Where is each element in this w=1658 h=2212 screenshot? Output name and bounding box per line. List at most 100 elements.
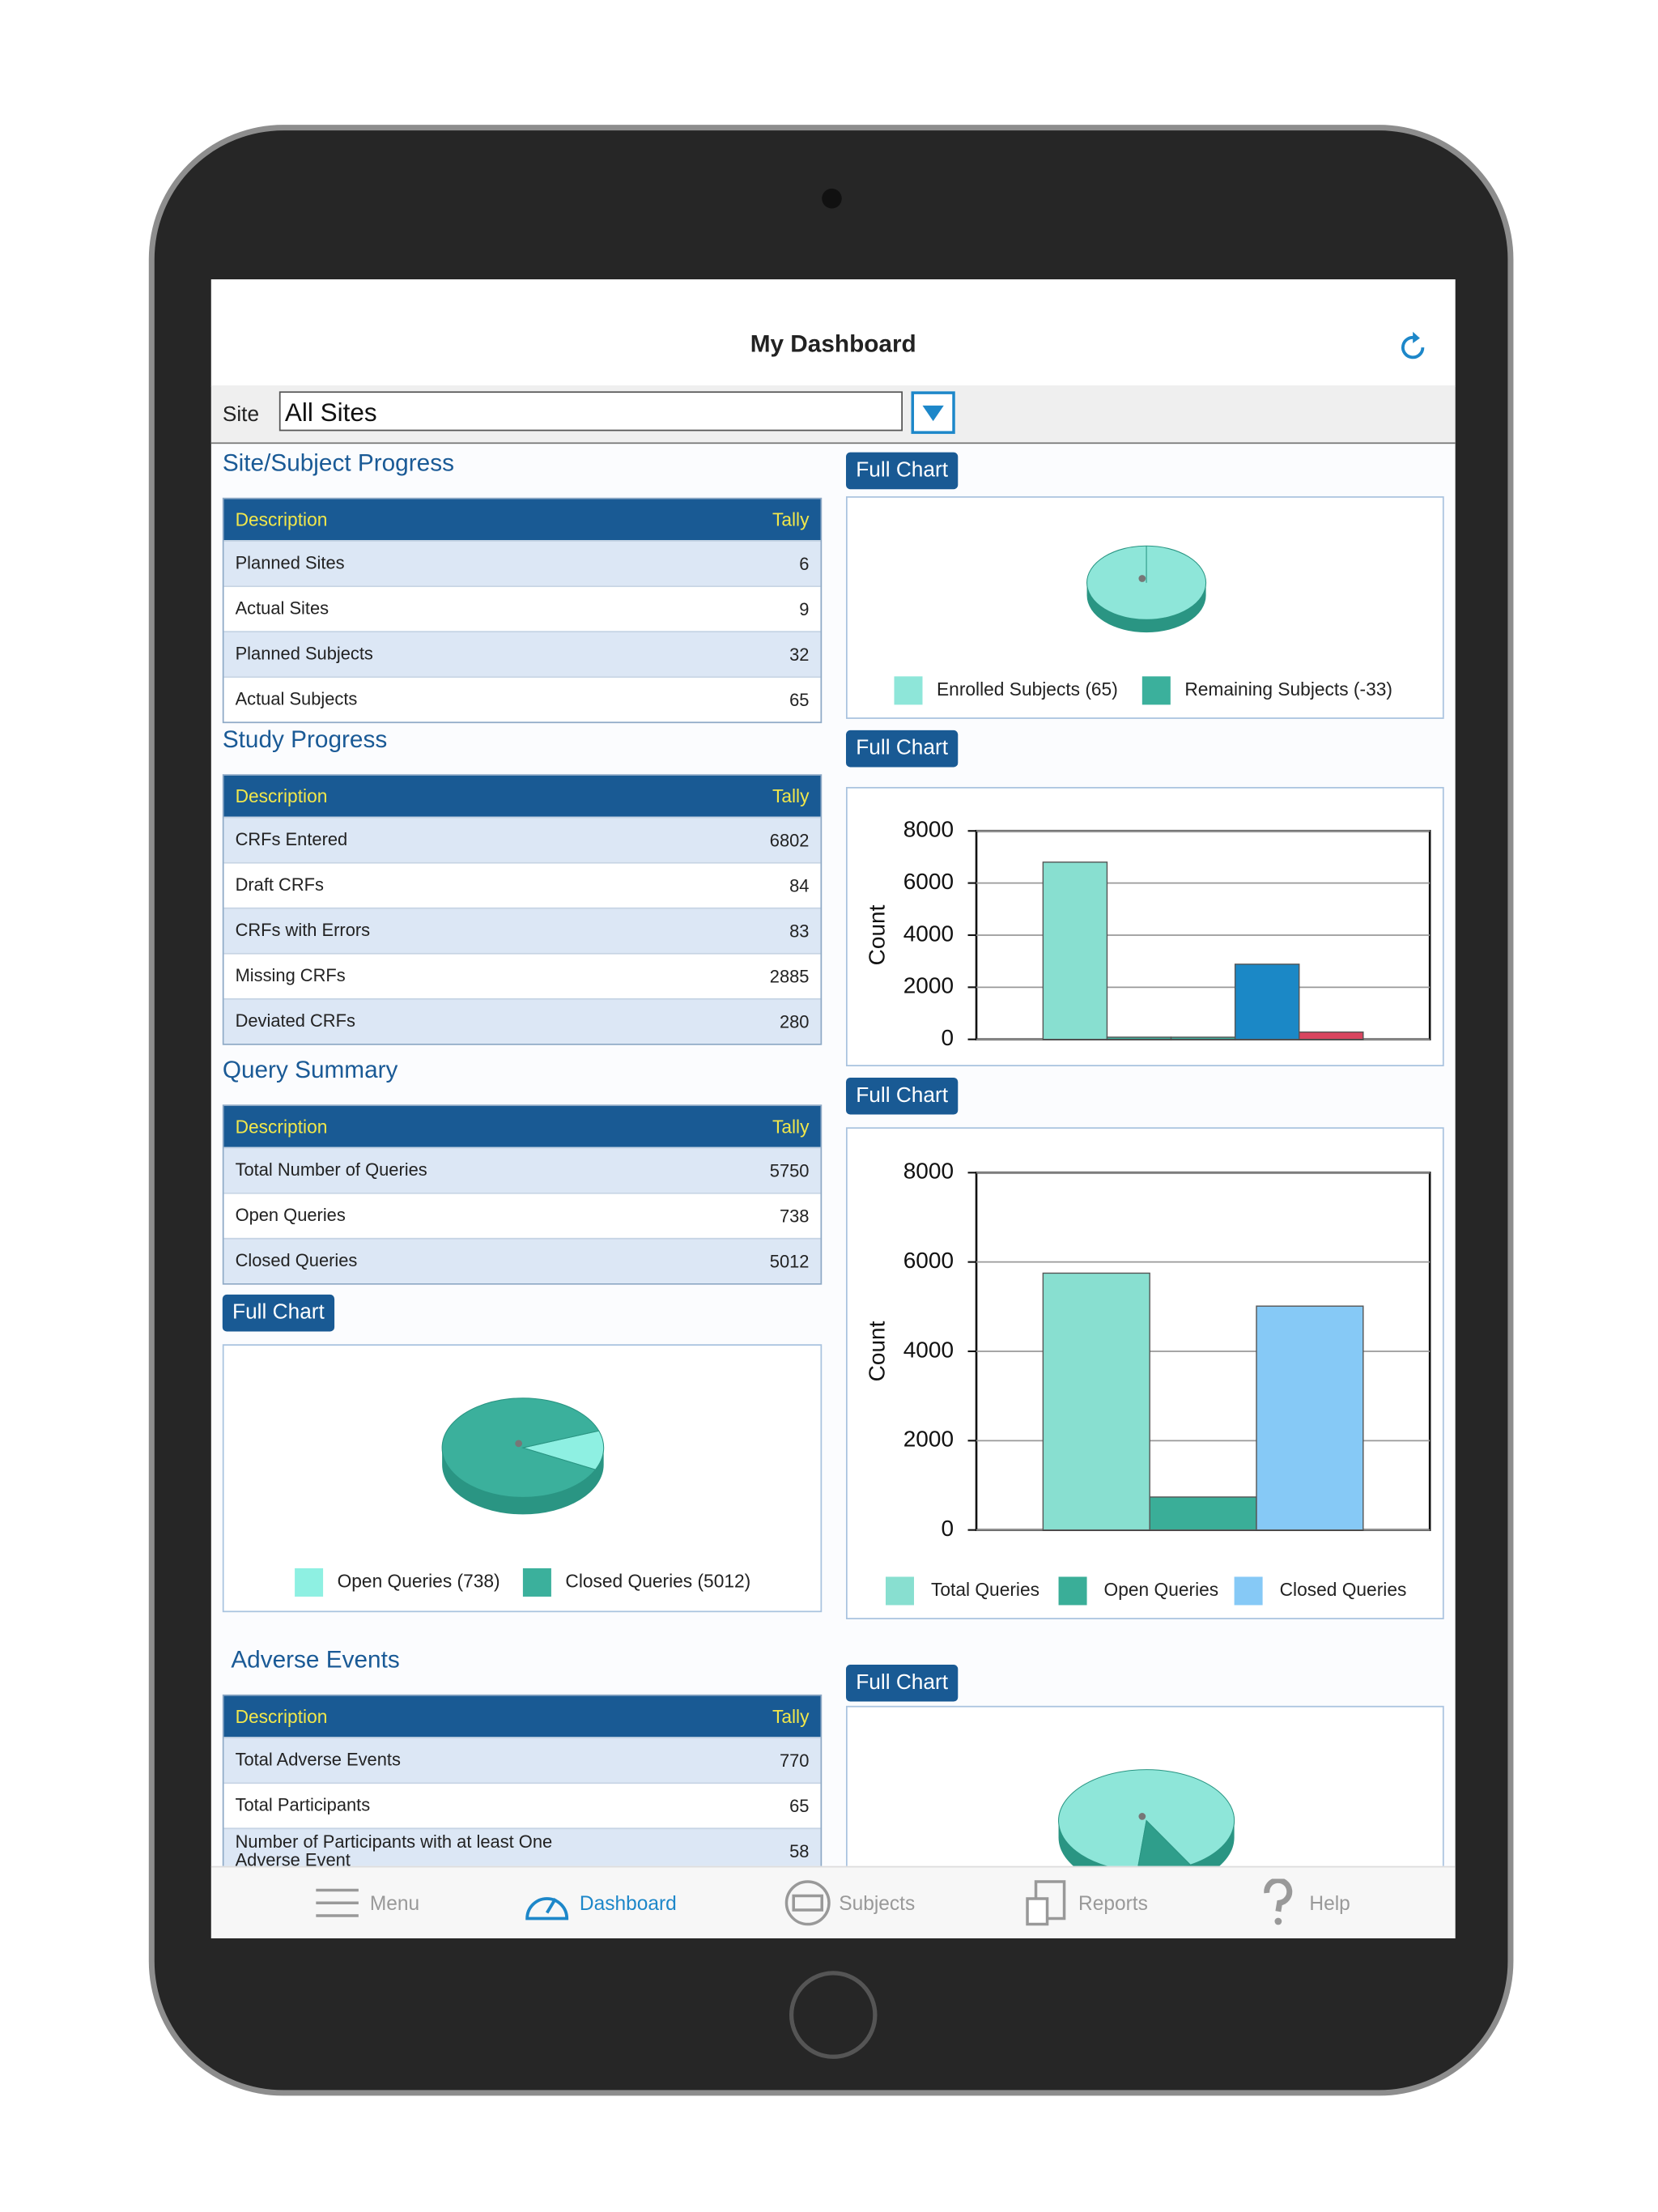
table-row: Draft CRFs 84 (223, 861, 821, 908)
bar (1256, 1305, 1364, 1531)
tab-label[interactable]: Menu (369, 1891, 420, 1915)
section-title: Study Progress (222, 725, 388, 753)
bar (1106, 1036, 1172, 1040)
dashboard-icon (525, 1897, 569, 1921)
legend-swatch (1058, 1576, 1087, 1606)
row-value: 770 (779, 1750, 810, 1771)
table-row: CRFs with Errors 83 (223, 907, 821, 953)
pie-center (1138, 575, 1146, 582)
row-label: Number of Participants with at least One… (235, 1831, 553, 1870)
legend-label: Remaining Subjects (-33) (1184, 678, 1392, 700)
legend-swatch (295, 1568, 324, 1597)
column-header: Description (235, 1705, 328, 1728)
row-value: 58 (789, 1841, 810, 1861)
row-value: 84 (789, 875, 810, 895)
column-header: Tally (772, 1705, 810, 1728)
table: Description Tally Total Adverse Events 770 T… (222, 1694, 823, 1875)
column-header: Tally (772, 785, 810, 807)
y-tick-label: 0 (941, 1516, 954, 1541)
chart: Open Queries (738) Closed Queries (5012) (295, 1397, 750, 1597)
y-tick-label: 2000 (903, 1427, 954, 1452)
y-tick-label: 8000 (903, 1159, 954, 1184)
header (210, 279, 1456, 388)
tab-label[interactable]: Dashboard (579, 1891, 677, 1915)
row-label: Deviated CRFs (235, 1010, 355, 1032)
y-tick-label: 6000 (903, 1248, 954, 1273)
column-header: Tally (772, 508, 810, 530)
full-chart-button[interactable]: Full Chart (845, 1077, 959, 1115)
dropdown-arrow (922, 405, 944, 422)
table-row: Total Participants 65 (223, 1782, 821, 1827)
legend-label: Enrolled Subjects (65) (937, 678, 1118, 700)
screen: My Dashboard Site All Sites Menu Dashboar… (210, 279, 1456, 1939)
chart: Enrolled Subjects (65) Remaining Subjects… (894, 545, 1392, 705)
chart-box: Open Queries (738) Closed Queries (5012) (222, 1344, 823, 1613)
table: Description Tally CRFs Entered 6802 Draft CR… (222, 774, 823, 1045)
dropdown-button[interactable] (911, 391, 955, 434)
bar (1149, 1496, 1257, 1531)
row-value: 65 (789, 690, 810, 710)
row-value: 6802 (769, 830, 810, 850)
table-header: Description Tally (223, 1695, 821, 1738)
legend-swatch (886, 1576, 915, 1606)
column-header: Description (235, 785, 328, 807)
legend-label: Open Queries (1104, 1579, 1219, 1600)
row-value: 5012 (769, 1251, 810, 1272)
table-header: Description Tally (223, 499, 821, 541)
chart-box: 0 2000 4000 6000 8000 Count (845, 786, 1444, 1066)
tab-label[interactable]: Help (1309, 1891, 1350, 1915)
bar (1042, 861, 1108, 1040)
legend-swatch (1234, 1576, 1263, 1606)
legend-swatch (522, 1568, 551, 1597)
full-chart-button[interactable]: Full Chart (845, 1665, 959, 1702)
row-value: 65 (789, 1796, 810, 1816)
legend-label: Closed Queries (1280, 1579, 1407, 1600)
row-value: 9 (799, 598, 810, 619)
table: Description Tally Total Number of Queries 5… (222, 1104, 823, 1285)
full-chart-button[interactable]: Full Chart (222, 1294, 335, 1332)
tab-bar: Menu Dashboard Subjects Reports Help (210, 1865, 1456, 1939)
table-row: Missing CRFs 2885 (223, 952, 821, 998)
table-row: Open Queries 738 (223, 1192, 821, 1238)
refresh-button[interactable] (1396, 330, 1430, 364)
reports-icon (1026, 1880, 1066, 1926)
table-row: Deviated CRFs 280 (223, 998, 821, 1044)
y-tick-label: 8000 (903, 817, 954, 842)
row-label: Draft CRFs (235, 874, 324, 895)
legend-swatch (894, 676, 923, 705)
row-value: 83 (789, 921, 810, 941)
table-header: Description Tally (223, 1106, 821, 1147)
section-title: Site/Subject Progress (222, 449, 454, 477)
table-row: Actual Subjects 65 (223, 676, 821, 721)
full-chart-button[interactable]: Full Chart (845, 452, 959, 490)
bar (1042, 1272, 1150, 1531)
row-label: Open Queries (235, 1205, 346, 1226)
full-chart-button[interactable]: Full Chart (845, 730, 959, 768)
y-tick-label: 6000 (903, 869, 954, 894)
home-button[interactable] (789, 1971, 878, 2059)
tab-label[interactable]: Subjects (839, 1891, 916, 1915)
pie-slice (521, 1430, 605, 1470)
row-value: 738 (779, 1206, 810, 1226)
row-label: Closed Queries (235, 1250, 358, 1271)
chart-box: 0 2000 4000 6000 8000 Count Total Queries Open … (845, 1127, 1444, 1619)
row-label: Missing CRFs (235, 965, 346, 986)
section-title: Query Summary (222, 1056, 398, 1083)
site-select[interactable]: All Sites (278, 391, 903, 432)
help-icon (1264, 1878, 1293, 1925)
pie-slice (441, 1397, 600, 1498)
y-axis-label: Count (865, 904, 890, 965)
table-row: Planned Subjects 32 (223, 631, 821, 677)
row-label: Total Adverse Events (235, 1750, 401, 1770)
y-tick-label: 4000 (903, 1337, 954, 1362)
table-row: Closed Queries 5012 (223, 1237, 821, 1283)
row-value: 2885 (769, 966, 810, 987)
legend-label: Total Queries (931, 1579, 1039, 1600)
table-row: Planned Sites 6 (223, 540, 821, 586)
row-label: CRFs Entered (235, 829, 348, 850)
table-row: Number of Participants with at least One… (223, 1827, 821, 1874)
tab-label[interactable]: Reports (1078, 1891, 1148, 1915)
row-value: 32 (789, 644, 810, 665)
